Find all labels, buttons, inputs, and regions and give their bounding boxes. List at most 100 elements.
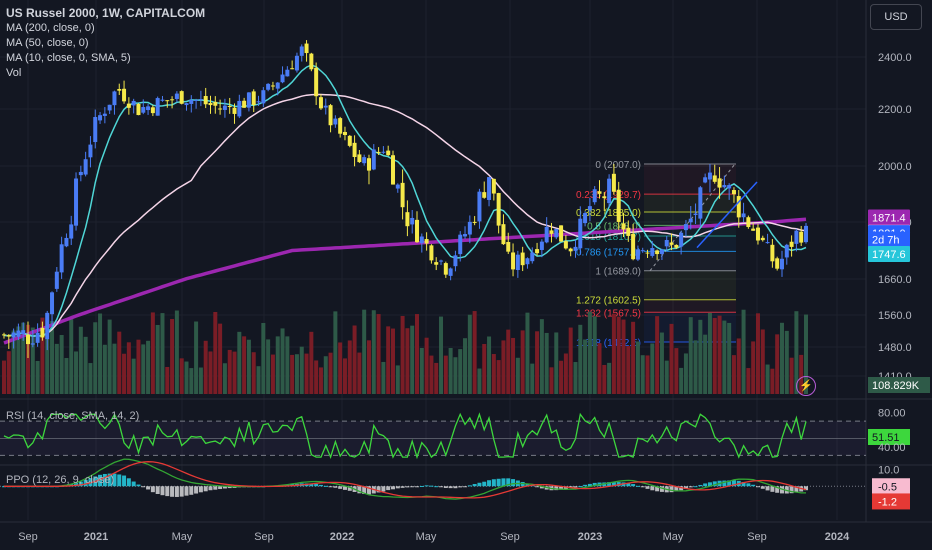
candle-body xyxy=(136,103,141,116)
rsi-value-label: 51.51 xyxy=(872,432,900,444)
volume-bar xyxy=(323,356,328,394)
ppo-hist-bar xyxy=(804,486,808,491)
ppo-hist-bar xyxy=(381,486,386,492)
candle-body xyxy=(506,241,511,252)
volume-bar xyxy=(535,331,540,394)
candle-body xyxy=(107,104,112,111)
volume-bar xyxy=(784,330,789,394)
candle-body xyxy=(635,249,640,260)
volume-bar xyxy=(74,351,79,394)
volume-bar xyxy=(626,346,631,394)
candle-body xyxy=(544,226,549,243)
symbol-title[interactable]: US Russel 2000, 1W, CAPITALCOM xyxy=(6,6,206,20)
volume-bar xyxy=(607,362,612,394)
candle-body xyxy=(328,105,333,126)
fib-trend-line xyxy=(649,163,736,272)
candle-body xyxy=(318,97,323,109)
candle-body xyxy=(170,99,175,101)
volume-legend[interactable]: Vol xyxy=(6,67,22,79)
price-tick-label: 2000.0 xyxy=(878,161,912,173)
ppo-hist-bar xyxy=(386,486,391,491)
candle-body xyxy=(381,151,386,153)
fib-level-label: 0.618 (1810.7) xyxy=(576,232,641,243)
volume-bar xyxy=(592,316,597,394)
ppo-hist-bar xyxy=(559,486,564,490)
fib-zone xyxy=(644,164,736,195)
ppo-hist-bar xyxy=(357,486,362,494)
candle-body xyxy=(491,178,496,194)
candle-body xyxy=(232,107,237,114)
volume-bar xyxy=(395,365,400,394)
ppo-signal-label: -1.2 xyxy=(878,496,897,508)
candle-body xyxy=(21,330,26,335)
volume-bar xyxy=(760,329,765,394)
volume-bar xyxy=(102,344,107,394)
volume-bar xyxy=(434,362,439,394)
ma200-legend[interactable]: MA (200, close, 0) xyxy=(6,22,95,34)
candle-body xyxy=(707,172,712,180)
candle-body xyxy=(290,68,295,70)
candle-body xyxy=(602,196,607,199)
candle-body xyxy=(117,89,122,91)
candle-body xyxy=(362,157,367,164)
volume-bar xyxy=(131,358,136,394)
ma50-legend[interactable]: MA (50, close, 0) xyxy=(6,37,89,49)
volume-bar xyxy=(501,340,506,394)
volume-bar xyxy=(496,360,501,394)
candle-body xyxy=(366,158,371,171)
ppo-hist-bar xyxy=(501,478,506,487)
volume-bar xyxy=(21,322,26,394)
ppo-hist-bar xyxy=(318,484,323,487)
fib-level-label: 1.618 (1492.5) xyxy=(576,338,641,349)
volume-bar xyxy=(482,343,487,394)
lightning-icon[interactable]: ⚡ xyxy=(796,376,816,396)
ppo-legend[interactable]: PPO (12, 26, 9, close) xyxy=(6,474,115,486)
volume-bar xyxy=(664,360,669,394)
candle-body xyxy=(511,252,516,270)
ppo-hist-bar xyxy=(554,486,559,491)
volume-bar xyxy=(751,341,756,394)
volume-bar xyxy=(616,316,621,394)
volume-bar xyxy=(765,364,770,394)
ppo-hist-bar xyxy=(573,486,578,488)
ppo-hist-bar xyxy=(131,481,136,487)
volume-bar xyxy=(731,355,736,394)
candle-body xyxy=(664,239,669,247)
rsi-legend[interactable]: RSI (14, close, SMA, 14, 2) xyxy=(6,410,140,422)
ppo-hist-bar xyxy=(141,486,146,488)
volume-bar xyxy=(208,351,213,394)
ppo-hist-bar xyxy=(491,479,496,487)
ppo-hist-bar xyxy=(146,486,151,490)
candle-body xyxy=(160,99,165,101)
volume-bar xyxy=(198,367,203,394)
candle-body xyxy=(410,217,415,225)
ppo-hist-bar xyxy=(482,481,487,487)
candle-body xyxy=(415,219,420,243)
candle-body xyxy=(626,227,631,236)
volume-bar xyxy=(141,344,146,394)
ppo-hist-bar xyxy=(434,486,439,488)
fib-level-label: 1.272 (1602.5) xyxy=(576,296,641,307)
ppo-hist-bar xyxy=(741,481,746,487)
candle-body xyxy=(189,100,194,104)
ppo-hist-bar xyxy=(184,486,189,496)
ma10-legend[interactable]: MA (10, close, 0, SMA, 5) xyxy=(6,52,131,64)
candle-body xyxy=(323,105,328,108)
volume-bar xyxy=(559,360,564,394)
ppo-hist-bar xyxy=(179,486,184,497)
volume-bar xyxy=(314,360,319,394)
candle-body xyxy=(751,228,756,231)
currency-button[interactable]: USD xyxy=(870,4,922,30)
candle-body xyxy=(597,191,602,194)
volume-bar xyxy=(515,357,520,394)
candle-body xyxy=(631,233,636,260)
ppo-hist-bar xyxy=(448,486,453,489)
volume-bar xyxy=(122,353,127,394)
candle-body xyxy=(487,177,492,200)
volume-bar xyxy=(520,330,525,394)
time-tick-label: 2023 xyxy=(578,531,602,543)
volume-bar xyxy=(655,316,660,394)
candle-body xyxy=(69,224,74,239)
ppo-line xyxy=(4,458,806,500)
